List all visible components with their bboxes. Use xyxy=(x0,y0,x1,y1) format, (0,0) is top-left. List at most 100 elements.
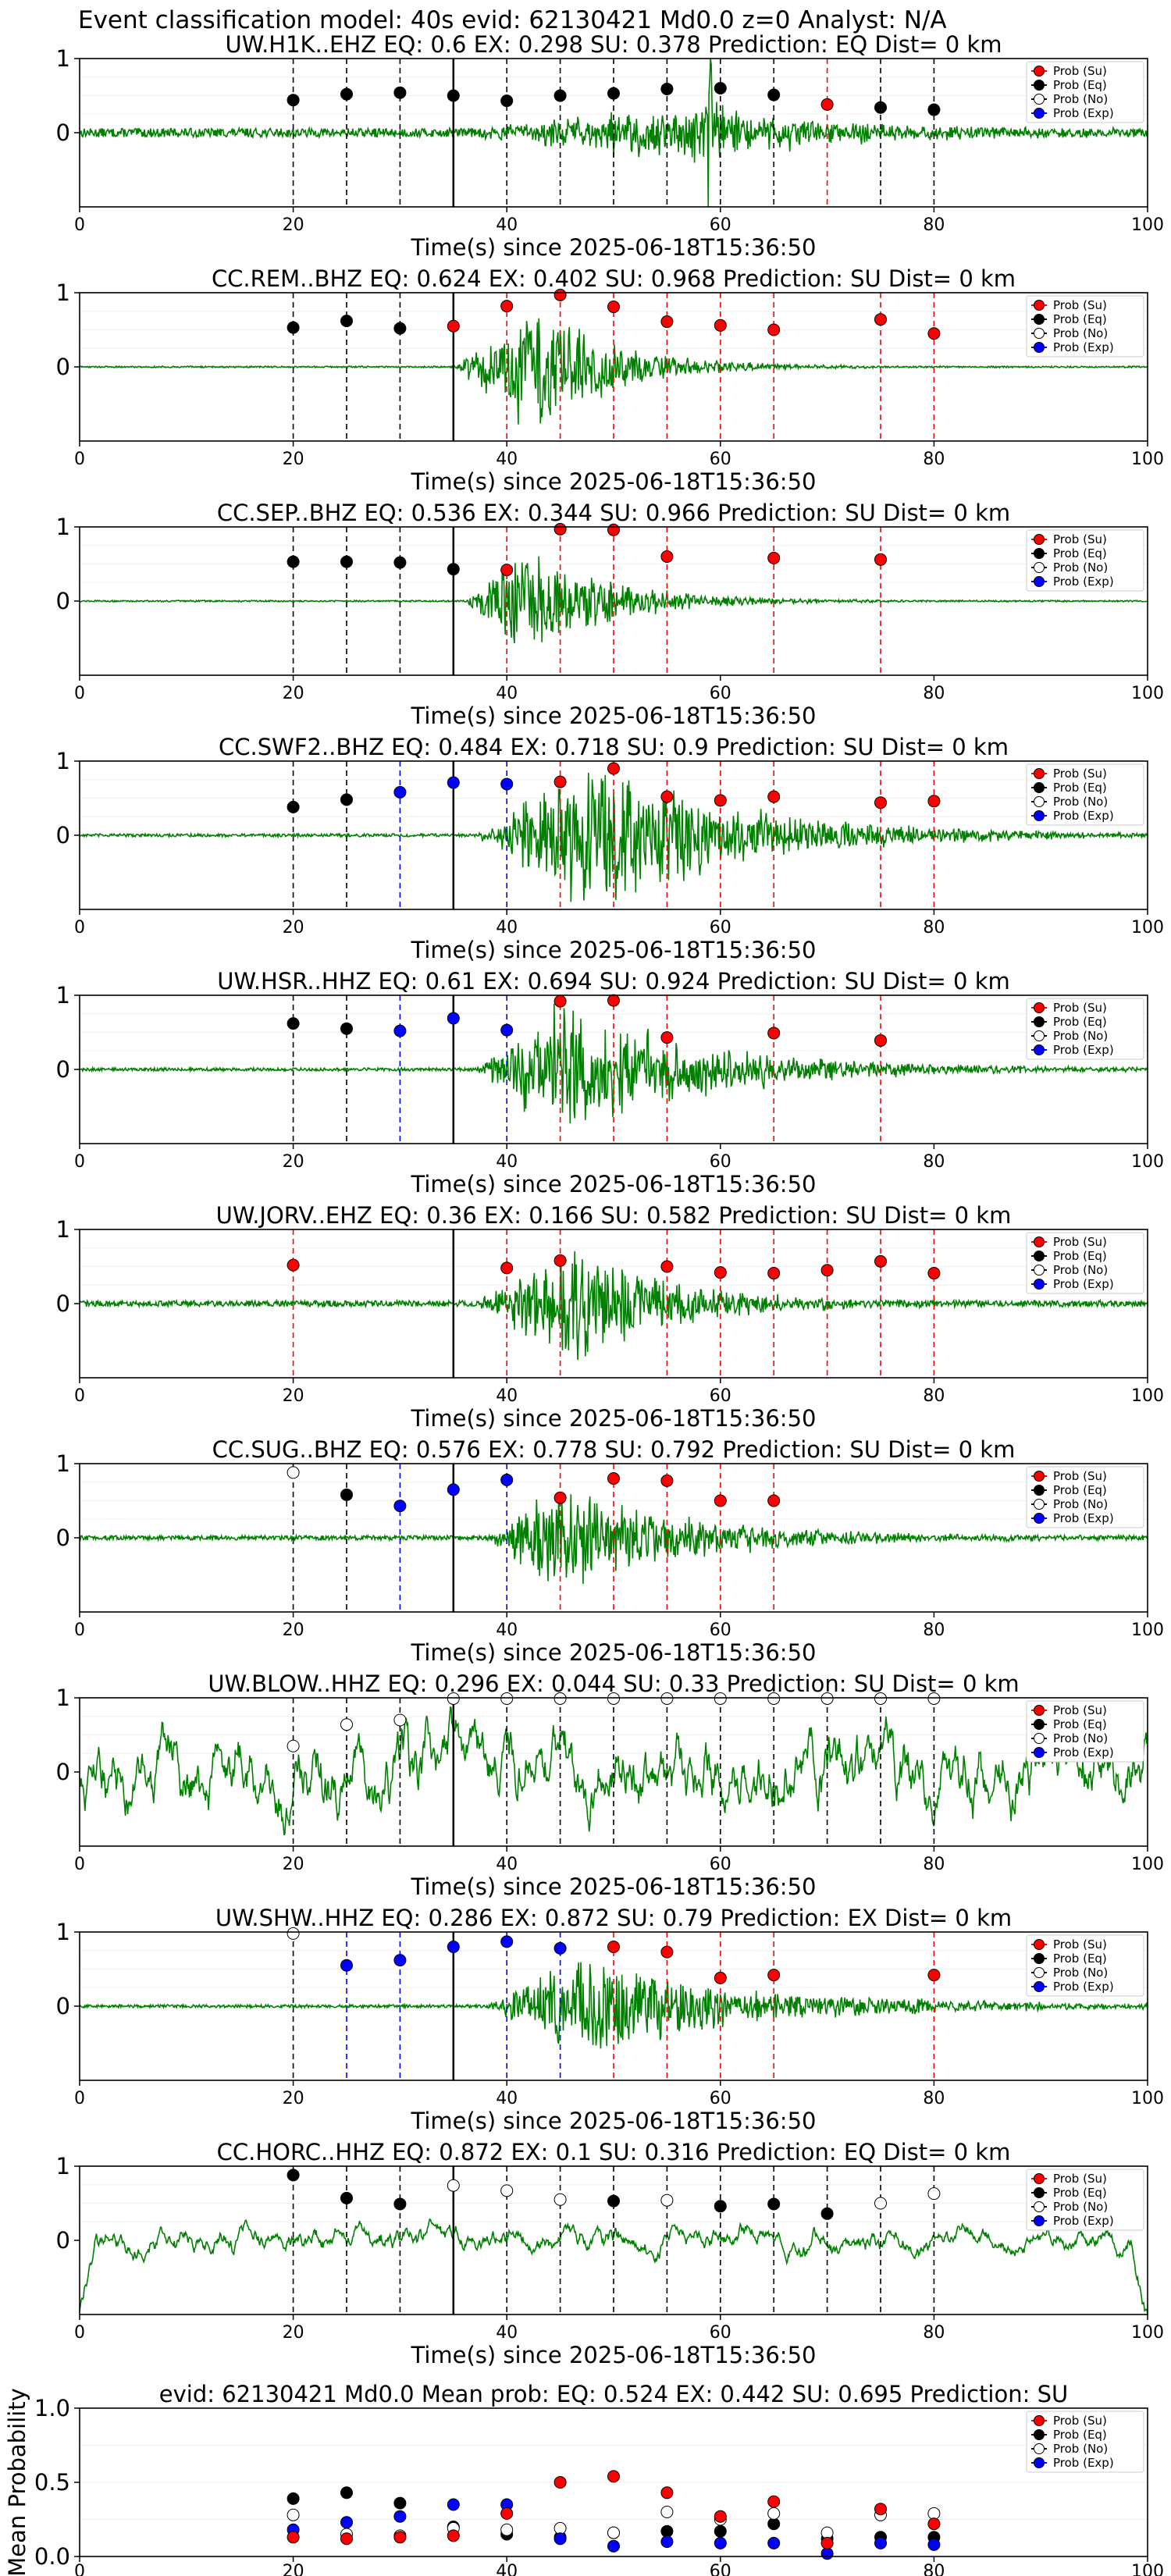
prob-marker-eq xyxy=(500,94,514,108)
prob-marker-no xyxy=(287,1927,300,1940)
x-tick-label: 100 xyxy=(1131,450,1164,469)
legend-box xyxy=(1026,61,1144,123)
prob-marker-eq xyxy=(820,2207,834,2220)
prob-marker-eq xyxy=(287,800,300,813)
legend-box xyxy=(1026,1700,1144,1763)
mean-marker-exp xyxy=(553,2532,567,2546)
station-panel: CC.SUG..BHZ EQ: 0.576 EX: 0.778 SU: 0.79… xyxy=(56,1436,1164,1666)
legend-marker-eq xyxy=(1034,1485,1045,1496)
legend-marker-exp xyxy=(1034,108,1045,119)
x-tick-label: 40 xyxy=(496,2562,518,2576)
mean-marker-su xyxy=(660,2486,674,2500)
legend-marker-no xyxy=(1034,1499,1045,1510)
x-axis-label: Time(s) since 2025-06-18T15:36:50 xyxy=(411,703,817,729)
prob-marker-su xyxy=(660,1031,674,1044)
legend-label-no: Prob (No) xyxy=(1053,2442,1108,2456)
y-tick-label: 0 xyxy=(56,354,70,380)
prob-marker-eq xyxy=(287,94,300,107)
prob-marker-eq xyxy=(447,89,460,102)
x-tick-label: 40 xyxy=(496,215,518,235)
x-tick-label: 80 xyxy=(923,215,945,235)
prob-marker-su xyxy=(874,553,887,566)
x-tick-label: 20 xyxy=(283,1152,304,1172)
x-tick-label: 80 xyxy=(923,1621,945,1640)
prob-marker-su xyxy=(927,795,941,808)
legend-marker-no xyxy=(1034,796,1045,807)
legend-marker-eq xyxy=(1034,548,1045,559)
mean-marker-no xyxy=(287,2508,300,2521)
prob-marker-su xyxy=(500,564,514,577)
prob-marker-eq xyxy=(340,87,353,101)
mean-marker-exp xyxy=(927,2538,941,2551)
x-tick-label: 0 xyxy=(74,684,85,703)
prob-marker-su xyxy=(714,1971,727,1984)
mean-marker-eq xyxy=(393,2496,407,2510)
mean-marker-exp xyxy=(340,2516,353,2529)
prob-marker-su xyxy=(767,551,781,564)
prob-marker-su xyxy=(714,794,727,807)
legend-marker-no xyxy=(1034,328,1045,339)
x-tick-label: 60 xyxy=(710,450,731,469)
y-tick-label: 1 xyxy=(56,45,70,72)
prob-marker-no xyxy=(500,2184,514,2197)
legend-marker-exp xyxy=(1034,576,1045,587)
y-tick-label: 0 xyxy=(56,1056,70,1083)
legend-marker-su xyxy=(1034,1471,1045,1482)
prob-marker-su xyxy=(607,301,620,314)
legend-label-no: Prob (No) xyxy=(1053,1731,1108,1745)
mean-marker-eq xyxy=(340,2486,353,2500)
prob-marker-eq xyxy=(714,2200,727,2213)
legend-marker-eq xyxy=(1034,1016,1045,1027)
x-tick-label: 100 xyxy=(1131,918,1164,938)
panel-title: CC.SWF2..BHZ EQ: 0.484 EX: 0.718 SU: 0.9… xyxy=(219,734,1009,760)
legend-label-eq: Prob (Eq) xyxy=(1053,1952,1107,1966)
station-panel: CC.HORC..HHZ EQ: 0.872 EX: 0.1 SU: 0.316… xyxy=(56,2139,1164,2368)
mean-marker-eq xyxy=(287,2492,300,2505)
legend-label-no: Prob (No) xyxy=(1053,560,1108,575)
mean-marker-exp xyxy=(820,2547,834,2560)
x-tick-label: 60 xyxy=(710,1855,731,1874)
x-tick-label: 20 xyxy=(283,1386,304,1406)
prob-marker-su xyxy=(660,1474,674,1487)
prob-marker-eq xyxy=(927,103,941,116)
legend-box xyxy=(1026,529,1144,592)
prob-marker-exp xyxy=(447,1483,460,1496)
prob-marker-eq xyxy=(340,555,353,568)
legend-label-no: Prob (No) xyxy=(1053,1263,1108,1277)
legend-marker-no xyxy=(1034,1733,1045,1744)
prob-marker-no xyxy=(287,1739,300,1752)
prob-marker-no xyxy=(874,2197,887,2210)
prob-marker-no xyxy=(660,2194,674,2207)
legend-label-no: Prob (No) xyxy=(1053,795,1108,809)
legend-label-exp: Prob (Exp) xyxy=(1053,340,1114,354)
prob-marker-su xyxy=(607,994,620,1007)
legend-label-no: Prob (No) xyxy=(1053,1966,1108,1980)
prob-marker-su xyxy=(553,522,567,535)
legend-label-su: Prob (Su) xyxy=(1053,2414,1107,2428)
mean-marker-su xyxy=(874,2503,887,2516)
prob-marker-su xyxy=(607,762,620,775)
prob-marker-eq xyxy=(553,89,567,102)
mean-marker-no xyxy=(607,2526,620,2539)
prob-marker-eq xyxy=(447,563,460,576)
y-tick-label: 1 xyxy=(56,2153,70,2179)
x-tick-label: 20 xyxy=(283,2323,304,2343)
page-title: Event classification model: 40s evid: 62… xyxy=(78,6,947,34)
panel-title: CC.SEP..BHZ EQ: 0.536 EX: 0.344 SU: 0.96… xyxy=(217,500,1010,526)
waveform-line xyxy=(79,1251,1148,1361)
prob-marker-su xyxy=(553,994,567,1008)
mean-marker-su xyxy=(714,2510,727,2523)
waveform-line xyxy=(79,1003,1148,1124)
prob-marker-su xyxy=(820,98,834,111)
prob-marker-su xyxy=(660,790,674,803)
station-panel: UW.BLOW..HHZ EQ: 0.296 EX: 0.044 SU: 0.3… xyxy=(56,1670,1164,1900)
legend-marker-exp xyxy=(1034,810,1045,821)
legend-label-su: Prob (Su) xyxy=(1053,64,1107,78)
legend-marker-exp xyxy=(1034,342,1045,353)
prob-marker-su xyxy=(874,1254,887,1268)
mean-marker-no xyxy=(660,2506,674,2518)
x-tick-label: 0 xyxy=(74,1621,85,1640)
prob-marker-eq xyxy=(393,322,407,335)
prob-marker-su xyxy=(553,775,567,788)
x-tick-label: 60 xyxy=(710,215,731,235)
